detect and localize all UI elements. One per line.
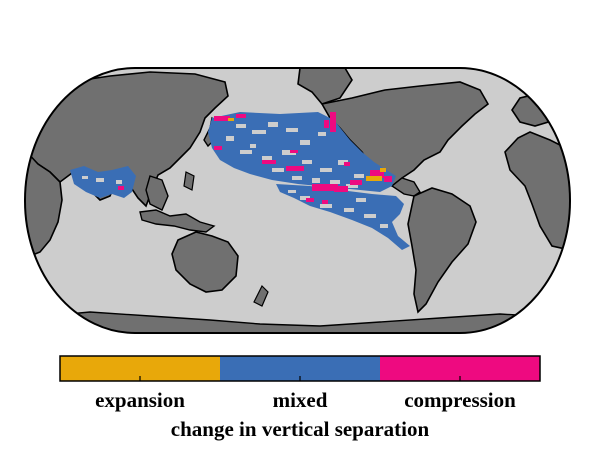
data-speck	[116, 180, 122, 184]
data-speck	[282, 150, 296, 155]
landmass-south-america	[407, 187, 477, 314]
data-overlay	[70, 112, 410, 250]
landmass-australia	[171, 231, 239, 293]
data-speck	[320, 168, 332, 172]
data-speck	[344, 162, 350, 166]
data-speck	[306, 198, 314, 202]
data-speck	[228, 118, 234, 121]
data-speck	[292, 176, 302, 180]
data-speck	[300, 140, 310, 145]
data-speck	[312, 184, 338, 191]
data-speck	[250, 144, 256, 148]
data-speck	[288, 190, 296, 193]
map-frame	[24, 67, 571, 334]
landmass-new-zealand	[253, 284, 269, 307]
landmass-philippines	[183, 171, 195, 191]
data-speck	[366, 176, 382, 181]
data-speck	[334, 186, 348, 192]
data-speck	[96, 178, 104, 182]
data-speck	[252, 130, 266, 134]
data-speck	[262, 160, 276, 164]
data-speck	[324, 120, 329, 128]
data-speck	[272, 168, 284, 172]
landmass-central-america	[390, 177, 421, 197]
data-speck	[356, 198, 366, 202]
data-speck	[322, 200, 328, 204]
landmass-indonesia	[139, 209, 216, 233]
data-speck	[236, 114, 246, 118]
data-speck	[370, 170, 384, 178]
data-speck	[312, 178, 320, 183]
landmass-antarctica	[25, 311, 570, 333]
data-speck	[302, 160, 312, 164]
colorbar	[59, 355, 541, 382]
data-speck	[290, 150, 298, 153]
data-speck	[268, 122, 278, 127]
landmass-europe	[511, 91, 570, 127]
data-speck	[344, 208, 354, 212]
data-speck	[384, 176, 392, 182]
data-speck	[320, 204, 332, 208]
data-speck	[330, 180, 340, 184]
data-speck	[286, 166, 304, 171]
legend-label-mixed: mixed	[272, 388, 328, 412]
data-speck	[262, 156, 272, 160]
data-speck	[364, 214, 376, 218]
landmass-eurasia	[25, 71, 229, 208]
data-speck	[118, 186, 124, 190]
landmass-africa-east	[504, 131, 570, 251]
data-speck	[380, 168, 386, 172]
data-speck	[330, 112, 336, 132]
data-speck	[286, 128, 298, 132]
data-speck	[338, 160, 348, 165]
data-speck	[318, 132, 326, 136]
data-speck	[214, 116, 230, 121]
legend-title: change in vertical separation	[170, 417, 430, 441]
data-speck	[350, 180, 362, 185]
data-speck	[346, 184, 358, 188]
data-speck	[300, 196, 310, 200]
data-speck	[236, 124, 246, 128]
legend-label-expansion: expansion	[95, 388, 185, 412]
data-speck	[380, 224, 388, 228]
data-speck	[240, 150, 252, 154]
data-speck	[214, 146, 222, 150]
data-speck	[226, 136, 234, 141]
landmass-southeast-asia	[145, 175, 169, 211]
data-speck	[354, 174, 364, 178]
data-speck	[82, 176, 88, 179]
landmass-greenland	[297, 68, 353, 105]
legend-label-compression: compression	[404, 388, 516, 412]
